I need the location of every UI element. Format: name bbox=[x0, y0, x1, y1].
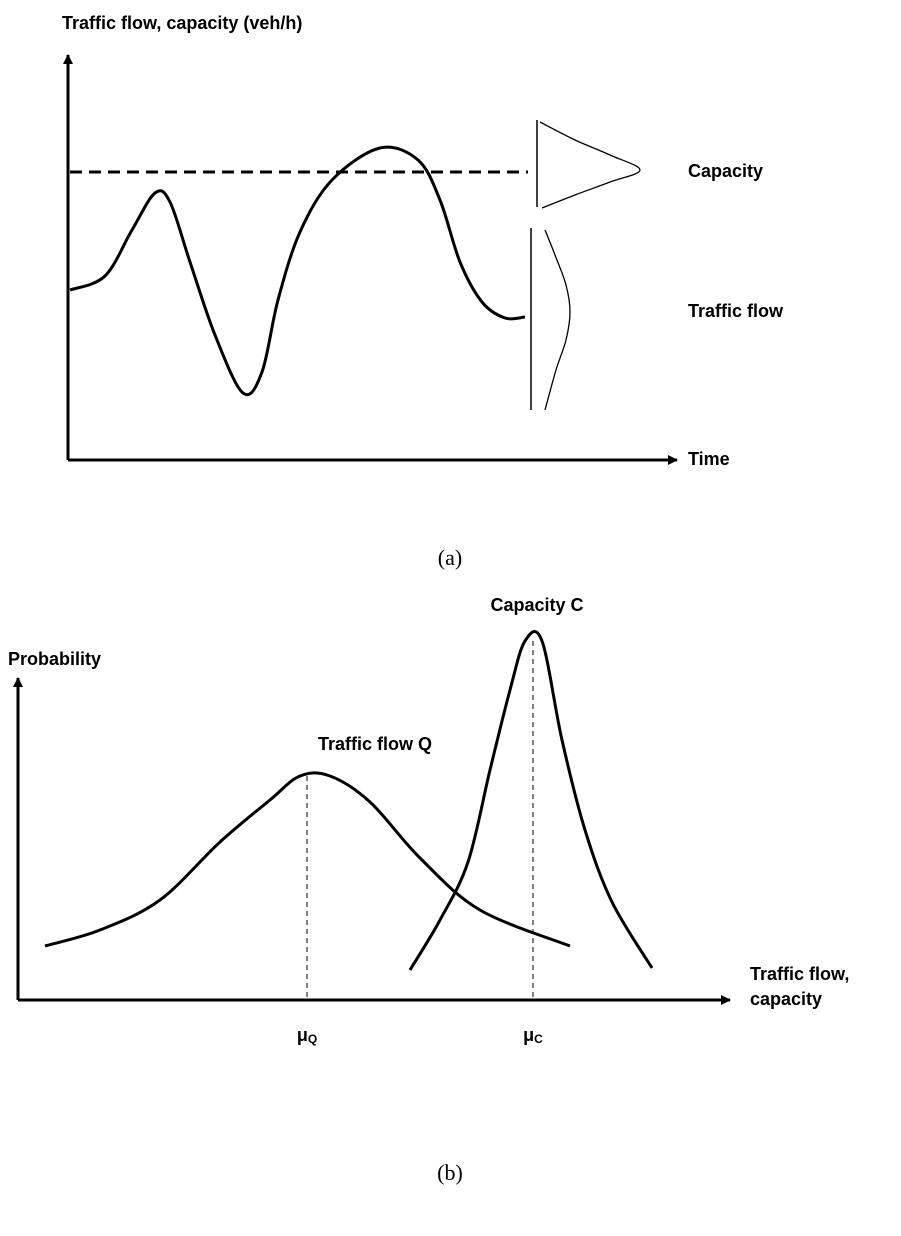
y-axis-label: Traffic flow, capacity (veh/h) bbox=[62, 13, 302, 33]
x-axis-label: capacity bbox=[750, 989, 822, 1009]
mu: μ bbox=[297, 1025, 308, 1045]
capacity-label: Capacity bbox=[688, 161, 763, 181]
mu: μ bbox=[523, 1025, 534, 1045]
mean-capacity-label: μC bbox=[523, 1025, 543, 1046]
flow-label: Traffic flow bbox=[688, 301, 784, 321]
caption: (a) bbox=[438, 545, 462, 570]
capacity-label: Capacity C bbox=[490, 595, 583, 615]
y-axis-label: Probability bbox=[8, 649, 101, 669]
subscript: Q bbox=[308, 1032, 317, 1046]
mean-flow-label: μQ bbox=[297, 1025, 317, 1046]
capacity-distribution bbox=[408, 630, 654, 971]
flow-distribution bbox=[44, 771, 571, 948]
x-axis-label: Traffic flow, bbox=[750, 964, 849, 984]
caption: (b) bbox=[437, 1160, 463, 1185]
flow-distribution bbox=[544, 229, 571, 411]
subscript: C bbox=[534, 1032, 543, 1046]
flow-curve bbox=[69, 145, 526, 397]
capacity-distribution bbox=[539, 121, 641, 209]
x-axis-label: Time bbox=[688, 449, 730, 469]
flow-label: Traffic flow Q bbox=[318, 734, 432, 754]
